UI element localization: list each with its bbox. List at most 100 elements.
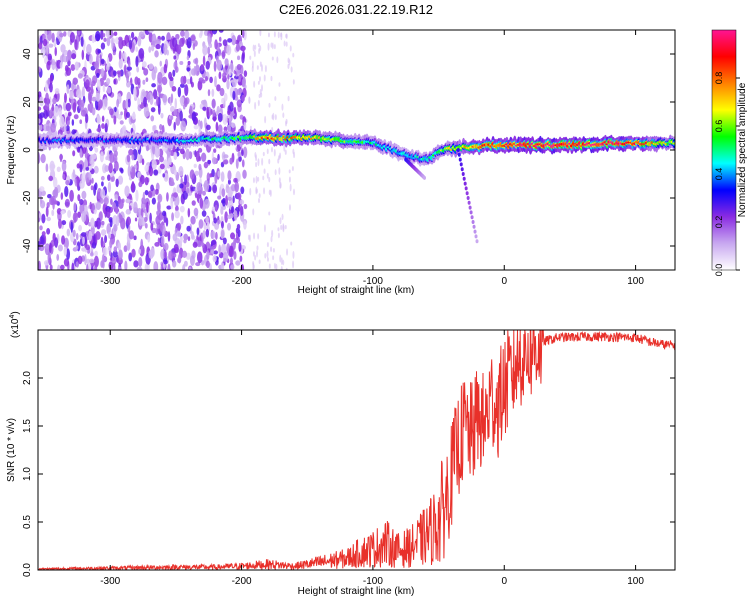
noise-speckle: [76, 89, 82, 99]
noise-speckle: [160, 248, 165, 260]
noise-speckle: [229, 101, 234, 112]
noise-speckle: [219, 186, 222, 199]
snr-y-ticks: 0.0 0.5 1.0 1.5 2.0: [22, 371, 675, 577]
y-tick-label: -40: [22, 238, 33, 253]
noise-speckle: [202, 229, 206, 239]
noise-speckle: [45, 163, 49, 173]
noise-speckle: [168, 250, 173, 261]
noise-speckle: [184, 30, 190, 39]
noise-speckle: [259, 61, 262, 67]
noise-speckle: [170, 93, 174, 104]
noise-speckle: [82, 199, 88, 207]
noise-speckle: [46, 216, 51, 222]
noise-speckle: [137, 152, 141, 163]
noise-speckle: [229, 232, 236, 240]
noise-speckle: [222, 251, 229, 263]
noise-speckle: [71, 119, 75, 126]
noise-speckle: [137, 77, 141, 86]
noise-speckle: [150, 184, 154, 192]
colorbar-tick-label: 0.0: [714, 264, 724, 277]
noise-speckle: [207, 46, 211, 55]
noise-speckle: [90, 83, 94, 93]
noise-speckle: [181, 250, 188, 258]
noise-speckle: [56, 166, 61, 173]
noise-speckle: [212, 157, 217, 165]
snr-y-scale-exponent: 4: [9, 315, 16, 319]
noise-speckle: [271, 229, 274, 238]
noise-speckle: [289, 183, 292, 192]
noise-speckle: [63, 123, 67, 134]
noise-speckle: [77, 194, 81, 202]
noise-speckle: [40, 190, 46, 197]
snr-y-scale: (x104): [9, 311, 21, 338]
noise-speckle: [231, 78, 237, 88]
noise-speckle: [189, 169, 195, 180]
noise-speckle: [125, 209, 130, 215]
noise-speckle: [194, 57, 199, 65]
noise-speckle: [70, 82, 75, 91]
noise-speckle: [70, 64, 76, 72]
noise-speckle: [102, 33, 106, 38]
noise-speckle: [270, 146, 273, 153]
noise-speckle: [179, 148, 185, 155]
noise-speckle: [252, 44, 255, 52]
noise-speckle: [263, 224, 266, 233]
noise-speckle: [251, 60, 254, 69]
noise-speckle: [109, 152, 115, 164]
noise-speckle: [117, 242, 122, 251]
noise-speckle: [290, 66, 293, 73]
noise-speckle: [163, 242, 169, 251]
noise-speckle: [82, 236, 85, 245]
noise-speckle: [268, 263, 271, 269]
noise-speckle: [124, 260, 128, 270]
noise-speckle: [76, 175, 79, 188]
noise-speckle: [151, 44, 155, 52]
x-tick-label: -300: [100, 276, 120, 287]
ridge-streak: [467, 200, 471, 205]
noise-speckle: [292, 251, 295, 259]
noise-speckle: [103, 96, 108, 107]
noise-speckle: [49, 74, 53, 85]
noise-speckle: [38, 244, 45, 252]
noise-speckle: [211, 88, 215, 98]
noise-speckle: [148, 30, 154, 33]
noise-speckle: [274, 114, 277, 121]
noise-speckle: [260, 92, 263, 98]
noise-speckle: [178, 165, 184, 177]
noise-speckle: [226, 44, 232, 56]
noise-speckle: [252, 261, 255, 266]
noise-speckle: [175, 33, 180, 40]
noise-speckle: [281, 213, 284, 221]
noise-speckle: [67, 111, 72, 117]
noise-speckle: [120, 111, 123, 116]
noise-speckle: [137, 248, 142, 255]
noise-speckle: [100, 188, 106, 199]
noise-speckle: [187, 207, 191, 218]
noise-speckle: [287, 57, 290, 63]
noise-speckle: [190, 215, 196, 225]
noise-speckle: [38, 260, 42, 270]
noise-speckle: [206, 172, 211, 183]
noise-speckle: [247, 234, 250, 241]
noise-speckle: [107, 174, 111, 181]
noise-speckle: [157, 104, 161, 115]
snr-x-label: Height of straight line (km): [298, 586, 415, 597]
noise-speckle: [219, 87, 225, 97]
noise-speckle: [291, 166, 294, 172]
noise-speckle: [64, 198, 70, 208]
noise-speckle: [162, 173, 165, 178]
snr-frame: [37, 329, 676, 571]
noise-speckle: [186, 67, 191, 72]
noise-speckle: [207, 89, 211, 97]
noise-speckle: [254, 254, 257, 261]
noise-speckle: [80, 99, 85, 108]
noise-speckle: [81, 86, 85, 99]
noise-speckle: [255, 188, 258, 194]
noise-speckle: [151, 159, 157, 170]
ridge-streak: [473, 229, 477, 234]
noise-speckle: [263, 168, 266, 174]
ridge-streak: [462, 176, 466, 181]
noise-speckle: [77, 255, 83, 265]
x-tick-label: 0: [501, 576, 507, 587]
noise-speckle: [59, 32, 64, 38]
